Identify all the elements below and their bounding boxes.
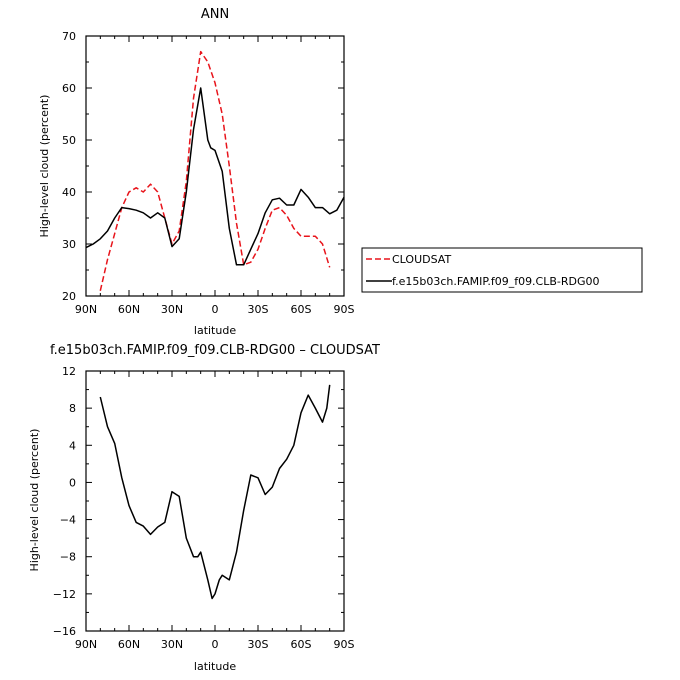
bottom-panel: f.e15b03ch.FAMIP.f09_f09.CLB-RDG00 – CLO…	[28, 343, 380, 673]
bottom-series-line-0	[99, 384, 331, 600]
top-y-tick-label: 40	[62, 186, 76, 199]
bottom-y-tick-label: 12	[62, 365, 76, 378]
bottom-y-tick-label: 8	[69, 402, 76, 415]
legend-box	[361, 247, 643, 293]
bottom-y-tick-label: 0	[69, 476, 76, 489]
bottom-y-axis-label: High-level cloud (percent)	[28, 429, 41, 572]
top-y-tick-label: 50	[62, 134, 76, 147]
bottom-series-lines	[99, 384, 331, 600]
bottom-x-tick-label: 90N	[75, 638, 97, 651]
bottom-x-tick-label: 60S	[291, 638, 312, 651]
bottom-y-tick-label: −16	[53, 625, 76, 638]
bottom-x-axis: 90N 60N 30N 0 30S 60S 90S	[75, 371, 355, 651]
bottom-y-tick-label: 4	[69, 439, 76, 452]
top-y-axis-label: High-level cloud (percent)	[38, 95, 51, 238]
top-series-lines	[85, 50, 345, 291]
legend-label-cloudsat: CLOUDSAT	[392, 253, 451, 266]
top-x-tick-label: 90N	[75, 303, 97, 316]
top-plot-frame	[85, 35, 345, 297]
top-panel-title: ANN	[201, 7, 229, 22]
top-y-tick-label: 60	[62, 82, 76, 95]
bottom-x-axis-label: latitude	[194, 660, 236, 673]
top-y-tick-label: 30	[62, 238, 76, 251]
top-x-axis-label: latitude	[194, 324, 236, 337]
bottom-x-tick-label: 60N	[118, 638, 140, 651]
legend: CLOUDSAT f.e15b03ch.FAMIP.f09_f09.CLB-RD…	[361, 247, 643, 293]
top-x-tick-label: 90S	[334, 303, 355, 316]
bottom-x-tick-label: 30S	[248, 638, 269, 651]
bottom-y-tick-label: −12	[53, 588, 76, 601]
top-x-tick-label: 30N	[161, 303, 183, 316]
bottom-x-tick-label: 0	[212, 638, 219, 651]
bottom-x-tick-label: 90S	[334, 638, 355, 651]
top-series-line-0	[99, 50, 331, 291]
top-x-axis: 90N 60N 30N 0 30S 60S 90S	[75, 36, 355, 316]
top-x-tick-label: 30S	[248, 303, 269, 316]
bottom-panel-title: f.e15b03ch.FAMIP.f09_f09.CLB-RDG00 – CLO…	[50, 343, 380, 358]
legend-label-model: f.e15b03ch.FAMIP.f09_f09.CLB-RDG00	[392, 275, 600, 288]
top-series-line-1	[85, 87, 345, 266]
top-x-tick-label: 60S	[291, 303, 312, 316]
top-x-tick-label: 0	[212, 303, 219, 316]
top-y-axis: 20 30 40 50 60 70	[62, 30, 344, 303]
top-y-tick-label: 70	[62, 30, 76, 43]
bottom-y-tick-label: −8	[60, 551, 76, 564]
bottom-y-axis: −16 −12 −8 −4 0 4 8 12	[53, 365, 344, 638]
bottom-y-tick-label: −4	[60, 514, 76, 527]
top-panel: ANN 90N 60N 30N 0 30S 60S 90S 20 30 40 50 60 70 lat…	[38, 7, 355, 337]
top-y-tick-label: 20	[62, 290, 76, 303]
top-x-tick-label: 60N	[118, 303, 140, 316]
bottom-x-tick-label: 30N	[161, 638, 183, 651]
